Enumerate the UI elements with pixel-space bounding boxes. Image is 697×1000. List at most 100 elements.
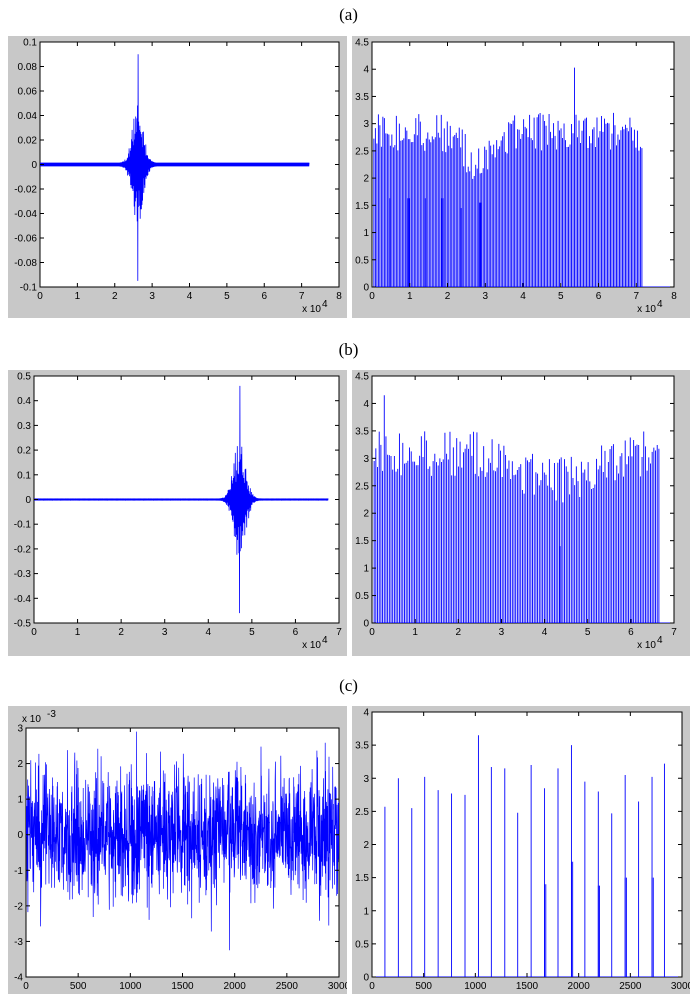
y-tick-label: 0.04 bbox=[18, 111, 38, 122]
signal-trace bbox=[34, 385, 329, 614]
x-tick-label: 3 bbox=[499, 627, 505, 638]
x-tick-label: 3 bbox=[162, 627, 168, 638]
y-tick-label: -3 bbox=[14, 937, 23, 948]
y-tick-label: -0.5 bbox=[14, 619, 32, 630]
y-tick-label: 0 bbox=[363, 283, 369, 294]
x-tick-label: 2000 bbox=[568, 981, 591, 992]
y-tick-label: -1 bbox=[14, 866, 23, 877]
x-tick-label: 5 bbox=[224, 291, 230, 302]
x-tick-label: 1500 bbox=[171, 981, 194, 992]
x-tick-label: 6 bbox=[261, 291, 267, 302]
x-multiplier: x 10 bbox=[637, 304, 656, 315]
y-tick-label: 4.5 bbox=[355, 38, 369, 49]
x-tick-label: 4 bbox=[520, 291, 526, 302]
x-tick-label: 0 bbox=[37, 291, 43, 302]
y-tick-label: 2 bbox=[363, 840, 369, 851]
y-tick-label: 0.2 bbox=[17, 446, 31, 457]
x-tick-label: 3 bbox=[482, 291, 488, 302]
figure-a-left: 0 1 2 3 4 5 6 7 8 -0.1 -0.08 -0.06 -0.04 -0.02 0 0.02 0.… bbox=[8, 36, 347, 318]
y-tick-label: 3.5 bbox=[355, 92, 369, 103]
y-tick-label: 4.5 bbox=[355, 372, 369, 383]
y-tick-label: 2 bbox=[17, 759, 23, 770]
y-tick-label: -0.1 bbox=[20, 283, 38, 294]
x-tick-label: 2500 bbox=[619, 981, 642, 992]
panel-label-c: (c) bbox=[339, 676, 358, 695]
x-tick-label: 2000 bbox=[224, 981, 247, 992]
y-tick-label: 0.5 bbox=[17, 372, 31, 383]
y-tick-label: 3 bbox=[363, 454, 369, 465]
x-tick-label: 8 bbox=[671, 291, 677, 302]
x-tick-label: 1500 bbox=[516, 981, 539, 992]
b-right-svg: 0 1 2 3 4 5 6 700.511.522.533.544.5x 10 4 bbox=[355, 372, 677, 652]
y-tick-label: 1 bbox=[363, 564, 369, 575]
y-tick-label: 2.5 bbox=[355, 146, 369, 157]
y-tick-label: 0 bbox=[363, 973, 369, 984]
y-multiplier: x 10 bbox=[22, 714, 41, 725]
y-tick-label: 0 bbox=[25, 495, 31, 506]
x-multiplier-exponent: 4 bbox=[322, 299, 328, 310]
y-tick-label: 0 bbox=[31, 160, 37, 171]
y-tick-label: 1 bbox=[363, 906, 369, 917]
x-multiplier: x 10 bbox=[637, 640, 656, 651]
x-tick-label: 7 bbox=[633, 291, 639, 302]
x-tick-label: 0 bbox=[23, 981, 29, 992]
y-tick-label: 0.5 bbox=[355, 939, 369, 950]
noise-trace bbox=[26, 731, 339, 951]
x-multiplier-exponent: 4 bbox=[657, 635, 663, 646]
x-tick-label: 1000 bbox=[464, 981, 487, 992]
y-tick-label: -0.02 bbox=[14, 185, 37, 196]
figure-b-left: 0 1 2 3 4 5 6 7 -0.5 -0.4 -0.3 -0.2 -0.1 0 0.1 0.2 0.3 0.… bbox=[8, 370, 347, 656]
y-tick-label: 4 bbox=[363, 708, 369, 719]
y-tick-label: 0.5 bbox=[355, 591, 369, 602]
y-tick-label: -0.4 bbox=[14, 594, 32, 605]
y-tick-label: 1.5 bbox=[355, 873, 369, 884]
x-tick-label: 8 bbox=[336, 291, 342, 302]
y-tick-label: 0.1 bbox=[23, 38, 37, 49]
y-tick-label: 2.5 bbox=[355, 481, 369, 492]
x-tick-label: 2 bbox=[112, 291, 118, 302]
y-tick-label: 0.08 bbox=[18, 62, 38, 73]
x-tick-label: 1000 bbox=[119, 981, 142, 992]
y-tick-label: 1.5 bbox=[355, 536, 369, 547]
x-tick-label: 500 bbox=[70, 981, 87, 992]
y-tick-label: -2 bbox=[14, 901, 23, 912]
y-tick-label: 2 bbox=[363, 174, 369, 185]
x-tick-label: 7 bbox=[671, 627, 677, 638]
x-tick-label: 4 bbox=[542, 627, 548, 638]
y-tick-label: 3 bbox=[363, 774, 369, 785]
x-tick-label: 4 bbox=[206, 627, 212, 638]
x-tick-label: 1 bbox=[412, 627, 418, 638]
x-tick-label: 500 bbox=[415, 981, 432, 992]
signal-trace bbox=[40, 54, 310, 281]
y-tick-label: 0.06 bbox=[18, 87, 38, 98]
x-tick-label: 2500 bbox=[276, 981, 299, 992]
a-left-svg: 0 1 2 3 4 5 6 7 8 -0.1 -0.08 -0.06 -0.04 -0.02 0 0.02 0.… bbox=[14, 38, 342, 316]
x-tick-label: 2 bbox=[456, 627, 462, 638]
y-tick-label: 0.02 bbox=[18, 136, 38, 147]
x-tick-label: 6 bbox=[293, 627, 299, 638]
y-tick-label: -0.1 bbox=[14, 520, 32, 531]
x-tick-label: 5 bbox=[558, 291, 564, 302]
y-tick-label: 2 bbox=[363, 509, 369, 520]
y-tick-label: 4 bbox=[363, 65, 369, 76]
y-tick-label: 0 bbox=[17, 830, 23, 841]
y-tick-label: -0.04 bbox=[14, 209, 37, 220]
y-tick-label: 0.5 bbox=[355, 255, 369, 266]
x-tick-label: 0 bbox=[369, 981, 375, 992]
x-tick-label: 1 bbox=[75, 291, 81, 302]
y-tick-label: -0.08 bbox=[14, 258, 37, 269]
y-tick-label: 3.5 bbox=[355, 741, 369, 752]
x-tick-label: 1 bbox=[75, 627, 81, 638]
y-tick-label: -0.06 bbox=[14, 234, 37, 245]
panel-label-b: (b) bbox=[338, 340, 359, 359]
x-tick-label: 3 bbox=[149, 291, 155, 302]
y-tick-label: 3 bbox=[363, 119, 369, 130]
y-tick-label: 4 bbox=[363, 399, 369, 410]
x-tick-label: 5 bbox=[585, 627, 591, 638]
x-tick-label: 0 bbox=[31, 627, 37, 638]
plot-area bbox=[371, 711, 683, 978]
panel-label-a: (a) bbox=[339, 5, 358, 24]
